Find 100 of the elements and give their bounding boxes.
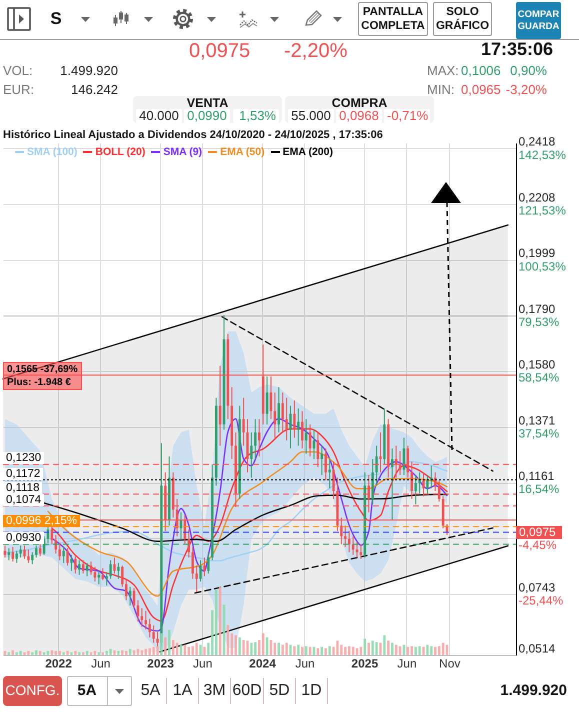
bar (316, 648, 320, 655)
bar (387, 640, 390, 655)
bar (226, 625, 230, 655)
ref-line-label: 0,0930 (6, 532, 42, 544)
button: SOLO GRÁFICO (433, 2, 492, 36)
bar (70, 652, 73, 655)
bar (348, 646, 350, 655)
legend-label: SMA (100) (27, 146, 78, 158)
bar (31, 652, 34, 655)
chart-title: Histórico Lineal Ajustado a Dividendos 24/10/2020 - 24/10/2025 , 17:35:06 (3, 129, 383, 142)
bar (278, 642, 280, 655)
bar (128, 648, 132, 655)
y-tick-label: 0,1161 (518, 469, 555, 484)
bar (176, 642, 178, 655)
text: 0,0975 (189, 40, 250, 62)
x-tick-label: 2022 (45, 656, 72, 670)
bar (98, 652, 100, 655)
text: 60D (231, 678, 264, 704)
bar (15, 652, 18, 655)
bar (270, 640, 272, 655)
text: 1A (167, 678, 199, 704)
bar (42, 652, 46, 655)
bar (266, 637, 268, 655)
text: 1D (296, 678, 328, 704)
bar (375, 642, 378, 655)
text: 1.499.920 (59, 63, 118, 78)
text: VENTA (186, 96, 228, 110)
bar (340, 644, 343, 655)
bar (160, 633, 163, 655)
bar (78, 652, 80, 655)
legend-label: EMA (200) (282, 146, 333, 158)
bar (301, 646, 304, 655)
bar (144, 648, 147, 655)
bar (234, 635, 237, 655)
text: 5A (135, 678, 167, 704)
bar (117, 650, 120, 655)
bar (368, 642, 370, 655)
y-tick-label: 0,1371 (518, 413, 556, 428)
bar (410, 646, 413, 655)
bar (203, 646, 206, 655)
y-tick-label: 0,2418 (518, 134, 556, 149)
bar (402, 644, 406, 655)
legend-label: EMA (50) (220, 146, 265, 158)
text: S (49, 9, 63, 29)
text: 1,53% (233, 108, 279, 123)
text: 0,1006 (461, 63, 501, 78)
bar (406, 646, 410, 655)
bar (418, 646, 421, 655)
bar (214, 590, 218, 655)
bar (308, 646, 312, 655)
y-tick-label: 0,1999 (518, 246, 556, 260)
bar (414, 646, 417, 655)
bar (50, 650, 54, 655)
bar (94, 650, 96, 655)
bar (391, 642, 394, 655)
bar (274, 642, 276, 655)
x-tick-label: 2024 (249, 656, 276, 670)
text: 3M (199, 678, 231, 704)
y2-tick-label: 121,53% (518, 204, 566, 218)
bar (434, 646, 436, 655)
text: -2,20% (284, 40, 348, 62)
bar (105, 650, 108, 655)
text: 5A (76, 682, 98, 700)
bar (426, 644, 429, 655)
bar (371, 640, 374, 655)
bar (262, 633, 264, 655)
text: -0,71% (384, 108, 430, 123)
x-tick-label: Jun (295, 656, 315, 670)
bar (62, 652, 65, 655)
y-tick-label: 0,0514 (518, 642, 556, 656)
bar (360, 646, 362, 655)
y2-tick-label: 58,54% (518, 370, 560, 385)
bar (164, 637, 167, 655)
bar (438, 646, 440, 655)
bar (152, 646, 155, 655)
ref-line-label: 0,1118 (6, 482, 40, 494)
legend-label: BOLL (20) (95, 146, 146, 158)
text: 5D (264, 678, 296, 704)
y-tick-label: 0,0743 (518, 580, 556, 595)
bar (383, 635, 386, 655)
bar (54, 650, 58, 655)
text: 40.000 (136, 108, 182, 123)
y2-tick-label: -25,44% (518, 594, 564, 608)
x-tick-label: Jun (193, 656, 212, 670)
y-tick-label: 0,1790 (518, 302, 556, 316)
bar (430, 646, 433, 655)
legend-label: SMA (9) (163, 146, 202, 158)
bar (344, 646, 346, 655)
text: 0,0965 (461, 82, 501, 98)
button: PANTALLA COMPLETA (358, 2, 428, 36)
ref-line-label: 0,0975 (519, 524, 559, 539)
bar (66, 650, 69, 655)
bar (293, 646, 296, 655)
bar (35, 650, 38, 655)
bar (442, 642, 444, 655)
bar (254, 642, 257, 655)
ref-line-label: 0,1230 (6, 452, 42, 464)
y2-tick-label: 16,54% (518, 482, 560, 496)
y-tick-label: 0,2208 (518, 190, 556, 204)
bar (19, 650, 22, 655)
